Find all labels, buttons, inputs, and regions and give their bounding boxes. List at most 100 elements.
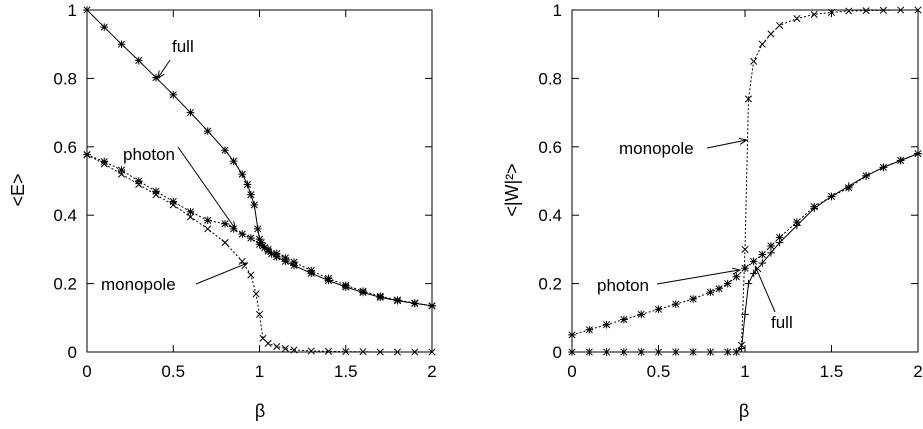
y-tick-label: 0.6 [53,138,77,157]
y-tick-label: 0.6 [538,138,562,157]
point-monopole [290,346,298,354]
right-x-axis-label: β [739,401,749,421]
point-photon [341,281,350,290]
y-tick-label: 1 [68,1,77,20]
annotation-label: photon [597,276,649,295]
point-photon [247,234,255,242]
annotation-arrowhead [239,262,249,270]
y-tick-label: 0 [68,343,77,362]
point-monopole [204,225,212,233]
point-photon [324,274,333,283]
point-full [741,310,749,319]
point-full [845,182,853,190]
y-tick-label: 0.8 [538,69,562,88]
point-full [879,163,888,172]
point-full [247,190,255,199]
point-photon [255,240,264,249]
x-tick-label: 0.5 [647,362,671,381]
annotation-arrowhead [738,137,748,145]
point-monopole [221,239,229,247]
point-monopole [897,6,905,14]
series-line-monopole [572,9,918,353]
point-monopole [186,213,195,221]
point-photon [637,310,645,319]
point-full [810,204,818,213]
point-monopole [264,339,272,348]
point-photon [732,272,741,281]
point-full [117,40,126,48]
point-full [229,157,238,165]
point-monopole [827,8,836,16]
point-full [689,348,697,356]
point-monopole [776,21,784,29]
point-photon [307,266,316,275]
point-monopole [393,348,402,356]
point-full [767,249,775,257]
x-tick-label: 2 [427,362,436,381]
x-tick-label: 1 [255,362,264,381]
point-monopole [307,347,315,355]
point-full [203,127,212,135]
point-photon [767,242,775,250]
annotation-arrowhead [754,265,762,275]
point-full [83,6,91,14]
annotation-label: monopole [101,275,176,294]
point-photon [672,300,680,308]
annotation-arrowhead [731,267,742,275]
point-full [250,201,259,209]
annotation-label: full [771,313,793,332]
annotation-label: monopole [619,139,694,158]
point-monopole [744,95,753,103]
point-photon [654,305,663,314]
point-full [896,156,905,165]
point-full [602,348,611,356]
x-tick-label: 1 [740,362,749,381]
annotation-arrow [157,59,171,79]
point-monopole [767,30,775,38]
point-photon [238,230,247,238]
left-y-axis-label: <E> [8,173,28,206]
point-photon [290,258,298,266]
point-monopole [810,10,818,18]
point-photon [281,254,290,262]
point-full [775,238,784,247]
point-monopole [879,6,887,14]
point-photon [706,288,715,296]
y-tick-label: 1 [553,1,562,20]
annotation-arrowhead [228,220,237,230]
plot-frame [571,9,919,353]
point-full [914,149,922,158]
annotation-arrow [754,266,776,313]
point-photon [620,315,628,324]
point-monopole [238,257,246,265]
point-full [732,348,741,356]
x-tick-label: 1.5 [820,362,844,381]
left-x-axis-label: β [255,401,265,421]
point-photon [393,296,402,304]
point-photon [585,325,594,334]
point-monopole [255,310,264,318]
point-monopole [862,7,870,15]
point-photon [568,331,576,339]
point-monopole [83,151,91,159]
point-full [706,348,715,356]
y-tick-label: 0.8 [53,69,77,88]
point-monopole [117,170,126,178]
x-tick-label: 0 [567,362,576,381]
point-monopole [247,271,255,279]
point-full [186,108,195,117]
point-monopole [376,348,384,356]
point-monopole [152,191,160,199]
point-full [672,348,680,356]
point-photon [134,177,143,185]
point-full [737,344,746,353]
annotation-label: photon [123,145,175,164]
left-chart: <E> β 0 0.5 1 1.5 2 0 0.2 0.4 0.6 0.8 1 full photon m… [8,1,437,421]
y-tick-label: 0.4 [538,206,562,225]
y-tick-label: 0.4 [53,206,77,225]
point-photon [376,292,385,301]
point-monopole [169,201,177,209]
point-full [723,348,732,356]
